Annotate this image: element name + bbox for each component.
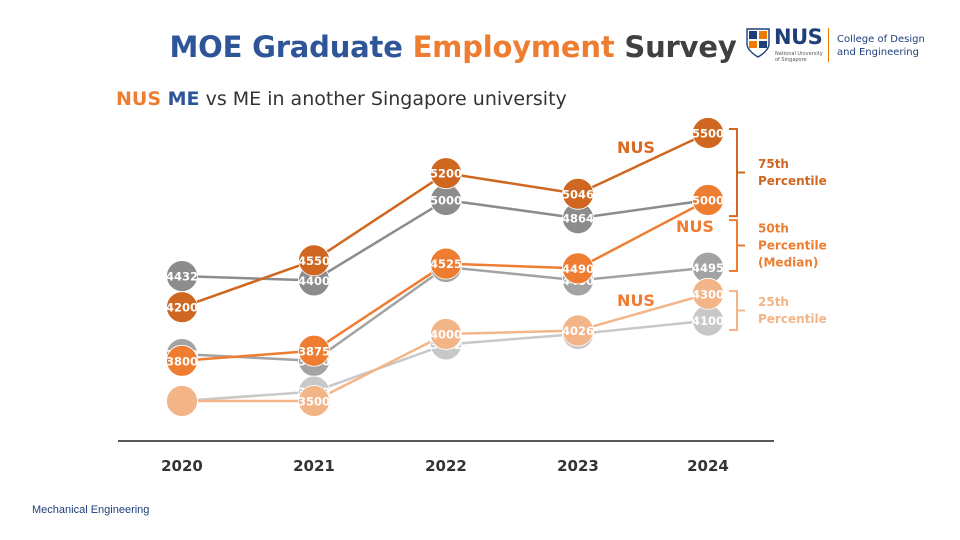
percentile-label-1-2: (Median) (758, 256, 818, 270)
data-label-other-75-2021: 4400 (298, 274, 330, 288)
point-nus-75-2021 (298, 244, 330, 277)
percentile-label-0-0: 75th (758, 157, 789, 171)
data-label-nus-50-2020: 3800 (166, 354, 198, 368)
footer-label: Mechanical Engineering (32, 504, 150, 516)
point-nus-25-2021 (298, 385, 330, 417)
annotation-nus-0: NUS (617, 138, 655, 157)
data-label-nus-25-2022: 4000 (430, 328, 462, 342)
data-label-nus-25-2023: 4026 (562, 324, 594, 338)
nus-cde-logo: NUS National University of Singapore Col… (746, 25, 936, 70)
percentile-label-1-1: Percentile (758, 239, 827, 253)
x-tick-label-2024: 2024 (687, 457, 729, 475)
data-label-nus-50-2021: 3875 (298, 344, 330, 358)
x-tick-label-2020: 2020 (161, 457, 203, 475)
x-tick-label-2023: 2023 (557, 457, 599, 475)
slide-title: MOE Graduate Employment Survey (0, 30, 906, 64)
college-line-1: College of Design (837, 34, 925, 45)
point-nus-50-2021 (298, 334, 330, 367)
point-nus-75-2023 (562, 177, 594, 210)
logo-divider (828, 28, 829, 62)
data-label-nus-50-2023: 4490 (562, 262, 594, 276)
logo-college-name: College of Design and Engineering (837, 33, 925, 59)
x-tick-label-2022: 2022 (425, 457, 467, 475)
data-label-nus-75-2022: 5200 (430, 167, 462, 181)
subtitle-part-0: NUS (116, 88, 168, 110)
data-label-nus-75-2023: 5046 (562, 187, 594, 201)
data-label-nus-75-2020: 4200 (166, 301, 198, 315)
point-nus-25-2022 (430, 318, 462, 350)
x-tick-label-2021: 2021 (293, 457, 335, 475)
data-label-other-75-2023: 4864 (562, 212, 594, 226)
data-label-nus-50-2024: 5000 (692, 194, 724, 208)
point-nus-25-2020 (166, 385, 198, 417)
subtitle-part-1: ME (167, 88, 200, 110)
point-nus-50-2020 (166, 344, 198, 377)
title-part-2: Survey (614, 30, 737, 64)
data-label-other-25-2024: 4100 (692, 314, 724, 328)
percentile-bracket-2 (729, 290, 745, 331)
logo-line-2: of Singapore (775, 57, 807, 63)
title-part-1: Employment (412, 30, 615, 64)
logo-brand: NUS (774, 25, 823, 49)
percentile-label-1-0: 50th (758, 222, 789, 236)
percentile-label-2-0: 25th (758, 295, 789, 309)
title-part-0: MOE Graduate (169, 30, 413, 64)
annotation-nus-2: NUS (617, 291, 655, 310)
percentile-bracket-1 (729, 219, 745, 273)
point-nus-25-2024 (692, 277, 724, 310)
percentile-label-2-1: Percentile (758, 312, 827, 326)
data-label-nus-50-2022: 4525 (430, 257, 462, 271)
subtitle-part-2: vs ME in another Singapore university (199, 88, 567, 110)
logo-line-1: National University (775, 51, 823, 57)
point-nus-50-2023 (562, 252, 594, 285)
point-nus-50-2024 (692, 184, 724, 216)
data-label-nus-25-2021: 3500 (298, 395, 330, 409)
percentile-bracket-0 (729, 127, 745, 218)
data-label-nus-75-2021: 4550 (298, 254, 330, 268)
college-line-2: and Engineering (837, 47, 919, 58)
data-label-nus-25-2024: 4300 (692, 287, 724, 301)
point-nus-50-2022 (430, 247, 462, 280)
annotation-nus-1: NUS (676, 217, 714, 236)
percentile-label-0-1: Percentile (758, 174, 827, 188)
data-label-nus-75-2024: 5500 (692, 127, 724, 141)
point-nus-25-2023 (562, 314, 594, 347)
data-label-other-50-2024: 4495 (692, 261, 724, 275)
point-nus-75-2020 (166, 291, 198, 324)
nus-shield-icon (746, 28, 770, 58)
chart-subtitle: NUS ME vs ME in another Singapore univer… (116, 88, 567, 110)
data-label-other-75-2022: 5000 (430, 194, 462, 208)
point-nus-75-2024 (692, 117, 724, 149)
point-nus-75-2022 (430, 157, 462, 190)
data-label-other-75-2020: 4432 (166, 270, 198, 284)
